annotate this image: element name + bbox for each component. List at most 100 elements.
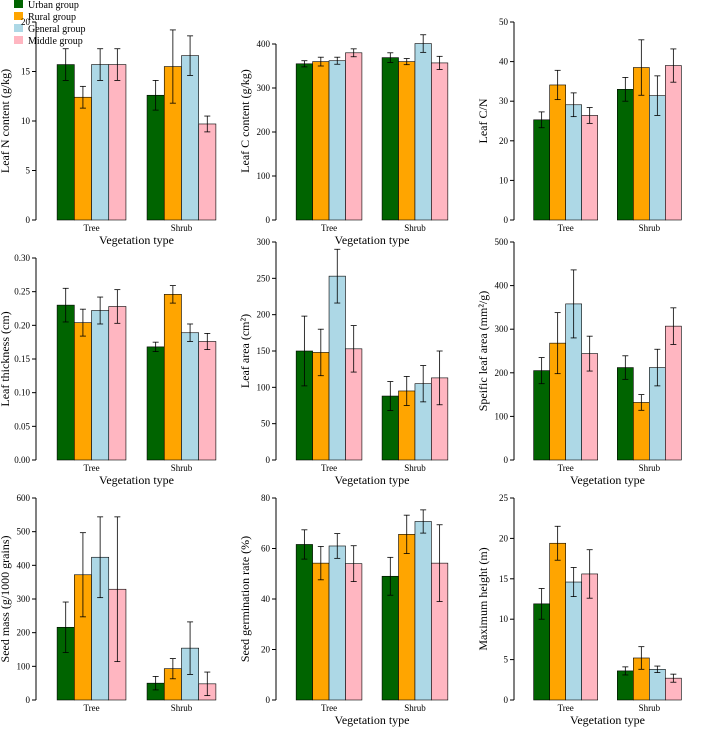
bar-tree-general	[91, 310, 110, 461]
y-tick-label: 50	[499, 17, 509, 27]
y-tick-label: 0	[504, 215, 509, 225]
legend-label-urban: Urban group	[28, 0, 79, 11]
y-tick-label: 150	[257, 346, 271, 356]
y-tick-label: 40	[261, 594, 271, 604]
bar-shrub-middle	[665, 65, 682, 221]
y-tick-label: 250	[257, 273, 271, 283]
bar-shrub-rural	[163, 294, 182, 461]
x-category-label: Shrub	[404, 703, 426, 713]
y-tick-label: 10	[499, 175, 509, 185]
legend-swatch-middle	[14, 36, 23, 44]
y-tick-label: 200	[17, 628, 31, 638]
bar-shrub-urban	[146, 94, 165, 221]
y-tick-label: 0.25	[14, 287, 30, 297]
y-tick-label: 300	[257, 237, 271, 247]
y-tick-label: 100	[257, 171, 271, 181]
y-tick-label: 0	[504, 695, 509, 705]
x-category-label: Shrub	[171, 223, 193, 233]
legend-swatch-rural	[14, 12, 23, 20]
y-tick-label: 20	[21, 17, 31, 27]
y-axis-label: Leaf thickness (cm)	[0, 311, 12, 406]
x-category-label: Shrub	[639, 463, 661, 473]
bar-tree-middle	[581, 115, 598, 221]
x-category-label: Tree	[321, 463, 337, 473]
x-axis-label: Vegetation type	[570, 713, 645, 727]
chart-panel-9: 0 5 10 15 20 25 Maximum height (m) Tree ShrubVeg…	[476, 493, 682, 727]
y-axis-label: Leaf area (cm²)	[238, 314, 252, 388]
y-tick-label: 100	[257, 382, 271, 392]
y-tick-label: 400	[17, 560, 31, 570]
y-tick-label: 15	[499, 574, 509, 584]
y-tick-label: 100	[17, 661, 31, 671]
y-tick-label: 200	[257, 310, 271, 320]
y-tick-label: 20	[499, 136, 509, 146]
x-category-label: Tree	[83, 223, 99, 233]
y-axis-label: Leaf C content (g/kg)	[238, 69, 252, 173]
x-category-label: Shrub	[639, 223, 661, 233]
bar-tree-rural	[74, 322, 92, 461]
bar-shrub-general	[414, 521, 432, 701]
x-category-label: Shrub	[639, 703, 661, 713]
bar-shrub-middle	[665, 325, 682, 461]
y-tick-label: 500	[495, 237, 509, 247]
chart-panel-1: 0 5 10 15 20 Leaf N content (g/kg) Tree ShrubVe…	[0, 17, 217, 247]
chart-panel-8: 0 20 40 60 80 Seed germination rate (%) Tree Sh…	[238, 493, 449, 727]
y-tick-label: 300	[17, 594, 31, 604]
y-tick-label: 0.15	[14, 354, 30, 364]
bar-shrub-general	[181, 55, 199, 221]
bar-tree-middle	[345, 52, 363, 221]
x-axis-label: Vegetation type	[335, 713, 410, 727]
x-category-label: Shrub	[404, 223, 426, 233]
y-tick-label: 300	[495, 324, 509, 334]
y-axis-label: Seed mass (g/1000 grains)	[0, 536, 12, 663]
bar-tree-general	[91, 64, 110, 221]
y-tick-label: 0	[266, 215, 271, 225]
y-tick-label: 25	[499, 493, 509, 503]
y-axis-label: Leaf C/N	[476, 98, 490, 143]
bar-tree-rural	[549, 84, 566, 221]
y-tick-label: 400	[257, 39, 271, 49]
y-tick-label: 50	[261, 419, 271, 429]
bar-tree-general	[328, 545, 346, 701]
chart-panel-6: 0 100 200 300 400 500 Speific leaf area (mm²/g…	[476, 237, 682, 487]
bar-shrub-middle	[198, 341, 217, 461]
y-tick-label: 0.05	[14, 421, 30, 431]
bar-shrub-rural	[398, 61, 416, 221]
chart-panel-4: 0.00 0.05 0.10 0.15 0.20 0.25 0.30 Leaf thickne…	[0, 253, 217, 487]
y-tick-label: 400	[495, 281, 509, 291]
bar-shrub-general	[649, 668, 666, 701]
bar-shrub-urban	[381, 57, 399, 221]
legend-label-middle: Middle group	[28, 36, 83, 47]
y-tick-label: 0.30	[14, 253, 30, 263]
x-category-label: Shrub	[171, 463, 193, 473]
y-tick-label: 0	[504, 455, 509, 465]
x-category-label: Tree	[558, 463, 574, 473]
bar-shrub-urban	[146, 346, 165, 461]
y-tick-label: 80	[261, 493, 271, 503]
bar-shrub-rural	[633, 402, 650, 461]
bar-tree-rural	[312, 61, 330, 221]
x-axis-label: Vegetation type	[335, 473, 410, 487]
y-axis-label: Maximum height (m)	[476, 547, 490, 650]
x-category-label: Shrub	[404, 463, 426, 473]
legend: Urban group Rural group General group Mi…	[14, 0, 85, 47]
y-tick-label: 0	[266, 455, 271, 465]
legend-swatch-general	[14, 24, 23, 32]
x-axis-label: Vegetation type	[99, 473, 174, 487]
y-tick-label: 40	[499, 57, 509, 67]
bar-tree-urban	[295, 544, 313, 701]
bar-shrub-urban	[617, 89, 634, 221]
bar-tree-urban	[56, 304, 75, 461]
y-tick-label: 10	[21, 116, 31, 126]
bar-shrub-middle	[198, 123, 217, 221]
y-tick-label: 0	[26, 695, 31, 705]
y-tick-label: 200	[495, 368, 509, 378]
legend-label-rural: Rural group	[28, 12, 76, 23]
bar-tree-urban	[533, 119, 550, 221]
bar-tree-urban	[56, 64, 75, 221]
x-category-label: Tree	[83, 703, 99, 713]
y-tick-label: 100	[495, 411, 509, 421]
y-tick-label: 10	[499, 614, 509, 624]
x-category-label: Tree	[558, 703, 574, 713]
